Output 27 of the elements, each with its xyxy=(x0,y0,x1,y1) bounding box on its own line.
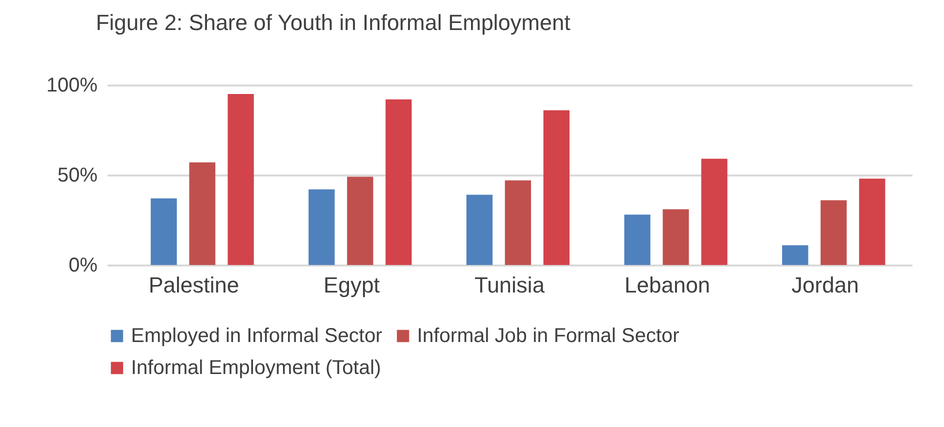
bar xyxy=(228,94,254,265)
bar xyxy=(150,198,177,265)
bar xyxy=(466,194,493,265)
x-tick-label: Lebanon xyxy=(624,272,710,298)
bar xyxy=(543,110,570,265)
x-tick-label: Tunisia xyxy=(474,272,546,298)
bar xyxy=(782,245,808,265)
legend-label: Employed in Informal Sector xyxy=(131,325,383,347)
chart-title: Figure 2: Share of Youth in Informal Employment xyxy=(96,10,570,35)
x-tick-label: Egypt xyxy=(324,272,380,298)
bar xyxy=(386,99,412,265)
x-tick-label: Jordan xyxy=(792,272,859,298)
bar xyxy=(189,162,216,265)
bar xyxy=(820,200,847,265)
y-tick-label: 0% xyxy=(68,254,98,276)
bar xyxy=(859,178,886,265)
bar xyxy=(662,209,689,265)
bar xyxy=(308,189,335,265)
bar xyxy=(701,158,728,265)
y-tick-label: 50% xyxy=(57,164,98,186)
x-tick-label: Palestine xyxy=(148,272,240,298)
bar xyxy=(624,214,650,265)
bar xyxy=(347,176,374,265)
bar xyxy=(504,180,532,265)
y-tick-label: 100% xyxy=(46,74,98,96)
legend-label: Informal Job in Formal Sector xyxy=(417,325,680,347)
legend-label: Informal Employment (Total) xyxy=(131,357,382,379)
